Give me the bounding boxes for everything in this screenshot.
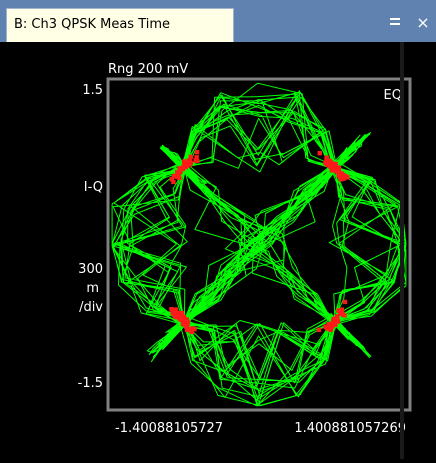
symbol-point <box>332 317 337 322</box>
symbol-point <box>194 150 200 155</box>
symbol-point <box>330 164 335 169</box>
symbol-point <box>317 151 322 156</box>
symbol-point <box>177 166 182 171</box>
symbol-point <box>316 327 322 333</box>
symbol-point <box>180 166 186 171</box>
symbol-point <box>328 327 333 333</box>
symbol-point <box>338 310 343 316</box>
y-scale-unit: m <box>86 281 99 296</box>
symbol-points-layer <box>169 150 350 335</box>
symbol-point <box>189 329 195 334</box>
symbol-point <box>172 308 177 313</box>
symbol-point <box>328 160 334 165</box>
plot-frame <box>106 77 412 412</box>
iq-constellation-chart: Rng 200 mV EQ 1.5 I-Q 300 m /div -1.5 -1… <box>78 62 412 436</box>
symbol-point <box>183 162 188 167</box>
symbol-point <box>342 299 348 305</box>
symbol-point <box>183 164 188 170</box>
symbol-cluster <box>169 307 197 335</box>
symbol-point <box>194 155 199 160</box>
symbol-point <box>176 310 182 316</box>
symbol-point <box>181 314 187 320</box>
symbol-point <box>171 179 176 185</box>
symbol-cluster <box>316 299 348 333</box>
symbol-point <box>325 326 330 331</box>
y-top-tick: 1.5 <box>82 83 103 98</box>
symbol-point <box>335 167 340 172</box>
tab-label: B: Ch3 QPSK Meas Time <box>14 17 171 32</box>
y-scale-div: /div <box>79 300 103 315</box>
symbol-point <box>187 158 192 164</box>
menu-icon[interactable] <box>388 16 402 30</box>
symbol-point <box>172 314 178 319</box>
symbol-point <box>185 319 190 325</box>
y-bottom-tick: -1.5 <box>78 376 103 391</box>
symbol-point <box>179 311 184 316</box>
symbol-point <box>331 321 336 327</box>
symbol-point <box>329 168 334 173</box>
symbol-point <box>342 313 347 318</box>
symbol-point <box>195 158 200 163</box>
mode-label: EQ <box>384 88 402 103</box>
symbol-point <box>333 161 338 167</box>
symbol-point <box>335 314 340 319</box>
range-label: Rng 200 mV <box>108 62 188 77</box>
symbol-point <box>192 326 197 332</box>
close-icon[interactable]: × <box>416 13 430 32</box>
symbol-cluster <box>169 150 200 185</box>
symbol-point <box>181 322 186 327</box>
symbol-point <box>188 154 193 159</box>
symbol-point <box>171 173 177 179</box>
symbol-point <box>341 176 346 181</box>
symbol-point <box>185 326 190 332</box>
symbol-point <box>337 174 342 179</box>
symbol-point <box>336 308 341 313</box>
iq-trajectory-trace <box>111 82 407 407</box>
symbol-point <box>336 171 342 176</box>
symbol-point <box>339 307 345 312</box>
display-area: Rng 200 mV EQ 1.5 I-Q 300 m /div -1.5 -1… <box>0 42 436 459</box>
symbol-point <box>175 170 180 175</box>
symbol-point <box>324 155 329 160</box>
trace-layer <box>111 82 407 407</box>
x-left-tick: -1.40088105727 <box>115 421 223 436</box>
y-axis-label: I-Q <box>84 180 103 195</box>
symbol-point <box>181 317 186 322</box>
symbol-point <box>326 159 331 164</box>
symbol-point <box>169 177 174 182</box>
symbol-point <box>336 165 341 170</box>
window-title-bar: B: Ch3 QPSK Meas Time × <box>0 0 436 42</box>
symbol-point <box>178 169 183 175</box>
symbol-point <box>169 307 174 312</box>
symbol-point <box>170 311 176 316</box>
symbol-point <box>343 174 348 179</box>
symbol-cluster <box>317 151 350 182</box>
symbol-point <box>184 317 189 322</box>
tab-ch3-qpsk-meas-time[interactable]: B: Ch3 QPSK Meas Time <box>6 8 234 42</box>
x-right-tick: 1.400881057269 <box>294 421 406 436</box>
y-scale-value: 300 <box>78 262 103 277</box>
symbol-point <box>326 322 332 327</box>
right-edge-bar <box>400 42 404 459</box>
symbol-point <box>177 175 182 181</box>
symbol-point <box>181 159 187 164</box>
symbol-point <box>324 161 330 166</box>
symbol-point <box>332 164 338 169</box>
symbol-point <box>177 316 182 321</box>
